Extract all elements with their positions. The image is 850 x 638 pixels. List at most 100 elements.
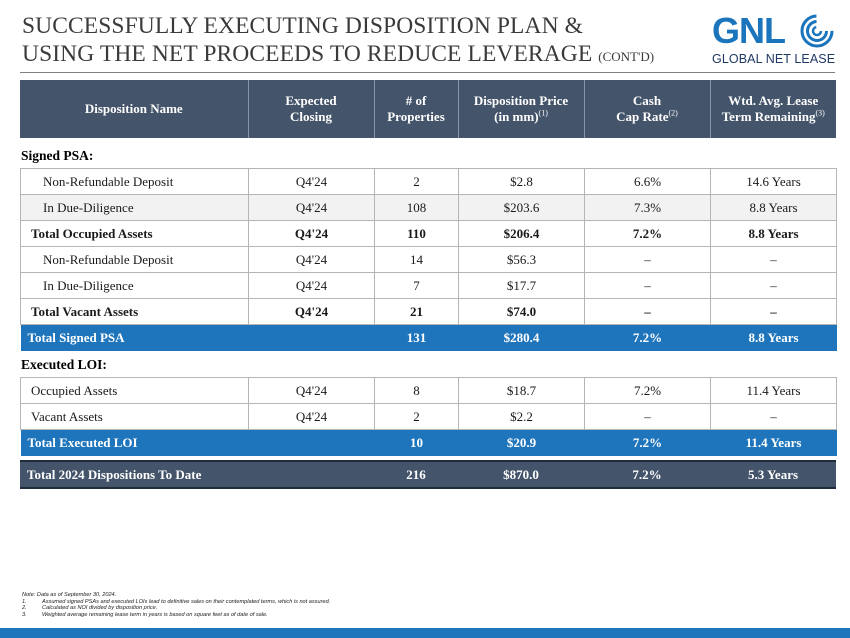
row-properties: 108 xyxy=(374,194,459,221)
footnote-ref-3: (3) xyxy=(815,108,825,118)
row-properties: 10 xyxy=(374,429,459,456)
row-price: $17.7 xyxy=(458,272,585,299)
col-num-properties-l1: # of xyxy=(405,93,427,108)
table-row: Occupied Assets Q4'24 8 $18.7 7.2% 11.4 … xyxy=(20,377,837,404)
row-closing: Q4'24 xyxy=(248,403,375,430)
row-closing: Q4'24 xyxy=(248,220,375,247)
table-row: Non-Refundable Deposit Q4'24 14 $56.3 – … xyxy=(20,246,837,273)
col-expected-closing-l1: Expected xyxy=(285,93,337,108)
row-properties: 21 xyxy=(374,298,459,325)
row-properties: 14 xyxy=(374,246,459,273)
row-cap-rate: – xyxy=(584,272,711,299)
section-signed-psa: Signed PSA: xyxy=(21,148,94,163)
row-name: Total Signed PSA xyxy=(20,324,249,351)
col-disposition-price: Disposition Price (in mm)(1) xyxy=(458,80,585,138)
row-lease-term: – xyxy=(710,403,837,430)
header-row: Disposition Name Expected Closing # of Pro… xyxy=(20,80,836,138)
row-closing: Q4'24 xyxy=(248,168,375,195)
row-closing: Q4'24 xyxy=(248,194,375,221)
row-price: $203.6 xyxy=(458,194,585,221)
executed-loi-table: Occupied Assets Q4'24 8 $18.7 7.2% 11.4 … xyxy=(20,377,837,456)
row-cap-rate: – xyxy=(584,403,711,430)
gnl-logo: GNL GLOBAL NET LEASE xyxy=(712,12,837,68)
col-lease-term-l2: Term Remaining xyxy=(721,109,816,124)
row-name: In Due-Diligence xyxy=(20,272,249,299)
row-name: Non-Refundable Deposit xyxy=(20,246,249,273)
row-name: In Due-Diligence xyxy=(20,194,249,221)
logo-swirl-icon xyxy=(800,14,834,48)
footnote-note: Note: Data as of September 30, 2024. xyxy=(22,592,117,598)
title-line-2: USING THE NET PROCEEDS TO REDUCE LEVERAG… xyxy=(22,40,702,71)
row-price: $870.0 xyxy=(458,460,584,489)
row-price: $74.0 xyxy=(458,298,585,325)
row-lease-term: – xyxy=(710,298,837,325)
row-cap-rate: 7.2% xyxy=(584,377,711,404)
row-properties: 7 xyxy=(374,272,459,299)
title-divider xyxy=(20,72,835,73)
grand-total-row: Total 2024 Dispositions To Date 216 $870… xyxy=(20,460,836,489)
col-expected-closing: Expected Closing xyxy=(248,80,375,138)
signed-psa-table: Non-Refundable Deposit Q4'24 2 $2.8 6.6%… xyxy=(20,168,837,351)
subtotal-row: Total Vacant Assets Q4'24 21 $74.0 – – xyxy=(20,298,837,325)
table-row: In Due-Diligence Q4'24 7 $17.7 – – xyxy=(20,272,837,299)
total-row: Total Signed PSA 131 $280.4 7.2% 8.8 Yea… xyxy=(20,324,837,351)
row-properties: 2 xyxy=(374,168,459,195)
logo-wordmark: GNL xyxy=(712,10,786,51)
table-header: Disposition Name Expected Closing # of Pro… xyxy=(20,80,836,138)
row-closing xyxy=(248,429,375,456)
col-num-properties-l2: Properties xyxy=(387,109,445,124)
grand-total-table: Total 2024 Dispositions To Date 216 $870… xyxy=(20,460,836,489)
footnote-1-number: 1. xyxy=(22,598,27,605)
title-cont: (CONT'D) xyxy=(598,49,655,64)
row-cap-rate: 7.3% xyxy=(584,194,711,221)
footnote-3: 3. Weighted average remaining lease term … xyxy=(22,612,330,619)
footnotes: Note: Data as of September 30, 2024. 1. A… xyxy=(22,592,330,618)
col-disposition-price-l1: Disposition Price xyxy=(473,93,569,108)
row-lease-term: 14.6 Years xyxy=(710,168,837,195)
row-properties: 2 xyxy=(374,403,459,430)
row-closing: Q4'24 xyxy=(248,246,375,273)
footnote-3-text: Weighted average remaining lease term in… xyxy=(42,611,268,618)
row-closing xyxy=(248,324,375,351)
row-name: Vacant Assets xyxy=(20,403,249,430)
logo-company-name: GLOBAL NET LEASE xyxy=(712,52,836,66)
row-cap-rate: 7.2% xyxy=(584,460,710,489)
row-name: Non-Refundable Deposit xyxy=(20,168,249,195)
row-closing: Q4'24 xyxy=(248,272,375,299)
col-lease-term: Wtd. Avg. Lease Term Remaining(3) xyxy=(710,80,836,138)
row-name: Total Executed LOI xyxy=(20,429,249,456)
total-row: Total Executed LOI 10 $20.9 7.2% 11.4 Ye… xyxy=(20,429,837,456)
row-properties: 8 xyxy=(374,377,459,404)
footnote-2-text: Calculated as NOI divided by disposition… xyxy=(42,605,158,612)
footnote-ref-2: (2) xyxy=(668,108,678,118)
row-cap-rate: 6.6% xyxy=(584,168,711,195)
row-closing: Q4'24 xyxy=(248,377,375,404)
row-lease-term: 8.8 Years xyxy=(710,194,837,221)
row-lease-term: – xyxy=(710,246,837,273)
section-executed-loi: Executed LOI: xyxy=(21,357,107,372)
row-lease-term: 11.4 Years xyxy=(710,429,837,456)
footnote-3-number: 3. xyxy=(22,611,27,618)
footnote-2: 2. Calculated as NOI divided by dispositi… xyxy=(22,605,330,612)
row-cap-rate: – xyxy=(584,246,711,273)
row-price: $280.4 xyxy=(458,324,585,351)
title-line-2-text: USING THE NET PROCEEDS TO REDUCE LEVERAG… xyxy=(22,41,593,67)
row-name: Total 2024 Dispositions To Date xyxy=(20,460,248,489)
row-price: $56.3 xyxy=(458,246,585,273)
footnote-ref-1: (1) xyxy=(538,108,548,118)
row-cap-rate: 7.2% xyxy=(584,220,711,247)
footnote-1: 1. Assumed signed PSAs and executed LOIs … xyxy=(22,599,330,606)
row-lease-term: 8.8 Years xyxy=(710,324,837,351)
footnote-2-number: 2. xyxy=(22,605,27,612)
row-name: Total Vacant Assets xyxy=(20,298,249,325)
col-lease-term-l1: Wtd. Avg. Lease xyxy=(728,93,819,108)
row-cap-rate: – xyxy=(584,298,711,325)
row-lease-term: 8.8 Years xyxy=(710,220,837,247)
row-lease-term: – xyxy=(710,272,837,299)
row-properties: 110 xyxy=(374,220,459,247)
col-cash-cap-rate-l2: Cap Rate xyxy=(616,109,669,124)
bottom-accent-bar xyxy=(0,628,850,638)
row-price: $20.9 xyxy=(458,429,585,456)
table-row: Vacant Assets Q4'24 2 $2.2 – – xyxy=(20,403,837,430)
col-disposition-name: Disposition Name xyxy=(20,80,249,138)
